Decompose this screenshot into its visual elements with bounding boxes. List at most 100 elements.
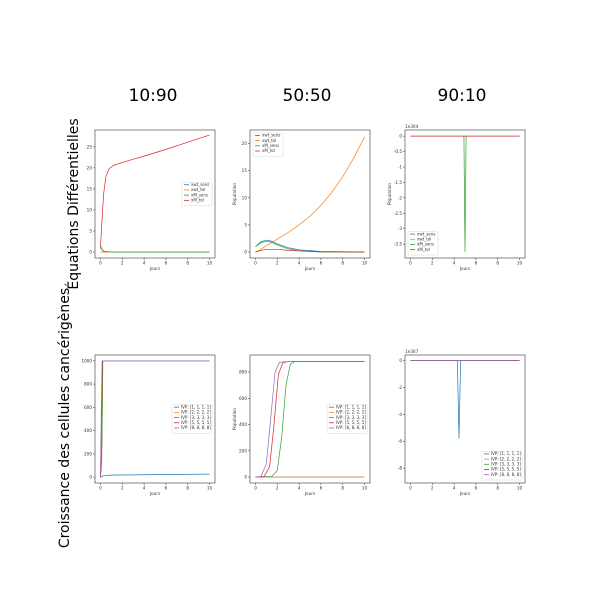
x-tick-label: 0: [409, 261, 412, 266]
x-tick-label: 4: [143, 486, 146, 491]
legend-entry: IVP: [2, 2, 2, 2]: [181, 410, 211, 415]
legend-entry: IVP: [3, 3, 3, 3]: [336, 415, 366, 420]
x-tick-label: 8: [496, 486, 499, 491]
series-line-1: [255, 239, 365, 253]
legend-entry: xwt_sens: [191, 182, 209, 187]
legend-box: [407, 231, 439, 256]
chart-panel-5: 0 2 4 6 8 10 0 200 400 600 800 Jours Population IVP: …: [232, 354, 371, 496]
x-tick-label: 8: [341, 261, 344, 266]
series-line-1: [100, 245, 210, 253]
x-axis-label: Jours: [459, 491, 470, 496]
x-axis-label: Jours: [304, 266, 315, 271]
x-tick-label: 2: [276, 486, 279, 491]
chart-panel-3: 0 2 4 6 8 10 0 -0.5 -1 -1.5 -2 -2.5 -3 -3.5 Jours Popul…: [387, 124, 526, 271]
y-tick-label: 800: [84, 382, 92, 387]
series-line-4: [100, 134, 210, 248]
x-tick-label: 8: [186, 486, 189, 491]
y-tick-label: 400: [239, 422, 247, 427]
series-line-5: [255, 361, 365, 478]
y-tick-label: 400: [84, 428, 92, 433]
legend-box: [481, 451, 523, 481]
x-tick-label: 0: [409, 486, 412, 491]
y-tick-label: 5: [244, 222, 247, 227]
y-tick-label: 20: [242, 141, 248, 146]
legend-box: [181, 182, 213, 206]
legend-entry: xM_sens: [417, 242, 434, 247]
series-line-2: [255, 136, 365, 253]
chart-panel-6: 0 2 4 6 8 10 0 -2 -4 -6 -8 Jours 1e307 IVP: [1, 1, 1,…: [398, 349, 526, 496]
x-tick-label: 8: [186, 261, 189, 266]
y-tick-label: 0: [244, 250, 247, 255]
y-tick-label: -0.5: [394, 149, 403, 154]
plot-frame: [94, 129, 216, 259]
y-tick-label: 15: [242, 168, 248, 173]
y-tick-label: 15: [87, 186, 93, 191]
legend-entry: IVP: [1, 1, 1, 1]: [491, 451, 521, 456]
y-axis-label: Population: [232, 183, 237, 205]
x-axis-label: Jours: [149, 491, 160, 496]
legend-entry: IVP: [1, 1, 1, 1]: [336, 404, 366, 409]
x-tick-label: 6: [475, 486, 478, 491]
x-tick-label: 2: [431, 261, 434, 266]
y-tick-label: 25: [87, 144, 93, 149]
y-tick-label: 10: [87, 208, 93, 213]
legend-entry: IVP: [2, 2, 2, 2]: [491, 456, 521, 461]
y-axis-label: Population: [387, 183, 392, 205]
legend-entry: IVP: [2, 2, 2, 2]: [336, 410, 366, 415]
x-tick-label: 6: [165, 486, 168, 491]
legend-entry: IVP: [5, 5, 5, 5]: [336, 420, 366, 425]
y-tick-label: 0: [89, 250, 92, 255]
x-tick-label: 0: [99, 486, 102, 491]
plot-frame: [249, 354, 371, 484]
series-line-3: [255, 361, 365, 478]
y-tick-label: 5: [89, 229, 92, 234]
x-tick-label: 2: [121, 261, 124, 266]
legend-entry: xwt_tol: [262, 138, 276, 143]
legend-entry: xM_tol: [417, 247, 430, 252]
chart-panel-1: 0 2 4 6 8 100510152025Joursxwt_sensxwt_tolxM_…: [87, 129, 216, 271]
legend-box: [252, 132, 284, 157]
y-axis-label: Population: [232, 408, 237, 430]
x-tick-label: 4: [298, 261, 301, 266]
y-tick-label: 0: [89, 475, 92, 480]
y-tick-label: -6: [398, 439, 403, 444]
y-tick-label: 10: [242, 195, 248, 200]
legend-entry: xM_tol: [191, 198, 204, 203]
x-tick-label: 6: [475, 261, 478, 266]
x-tick-label: 10: [517, 261, 523, 266]
x-tick-label: 0: [254, 261, 257, 266]
x-axis-label: Jours: [304, 491, 315, 496]
x-tick-label: 2: [276, 261, 279, 266]
x-tick-label: 0: [254, 486, 257, 491]
legend-entry: IVP: [8, 8, 8, 8]: [336, 425, 366, 430]
legend-entry: xM_sens: [191, 192, 208, 197]
chart-panel-4: 0 2 4 6 8 10 0 200 400 600 800 1000 Jours IVP: [1, 1,…: [81, 354, 216, 496]
column-title-50-50: 50:50: [282, 86, 332, 106]
x-tick-label: 10: [207, 486, 213, 491]
y-tick-label: 200: [84, 451, 92, 456]
axis-offset-label: 1e307: [405, 349, 419, 354]
x-tick-label: 6: [320, 486, 323, 491]
y-tick-label: -2.5: [394, 211, 403, 216]
y-tick-label: 600: [239, 396, 247, 401]
y-tick-label: 600: [84, 405, 92, 410]
legend-entry: IVP: [8, 8, 8, 8]: [491, 472, 521, 477]
series-line-5: [100, 360, 210, 478]
legend-entry: xM_sens: [262, 143, 279, 148]
x-tick-label: 6: [165, 261, 168, 266]
x-tick-label: 2: [121, 486, 124, 491]
x-tick-label: 2: [431, 486, 434, 491]
series-line-1: [100, 473, 210, 478]
legend: IVP: [1, 1, 1, 1]IVP: [2, 2, 2, 2] IVP: […: [481, 451, 523, 481]
y-tick-label: -2: [398, 385, 403, 390]
legend-entry: xwt_sens: [262, 133, 280, 138]
legend-entry: xwt_sens: [417, 231, 435, 236]
legend-entry: IVP: [8, 8, 8, 8]: [181, 425, 211, 430]
plot-frame: [249, 129, 371, 259]
x-tick-label: 10: [207, 261, 213, 266]
y-tick-label: -3.5: [394, 242, 403, 247]
